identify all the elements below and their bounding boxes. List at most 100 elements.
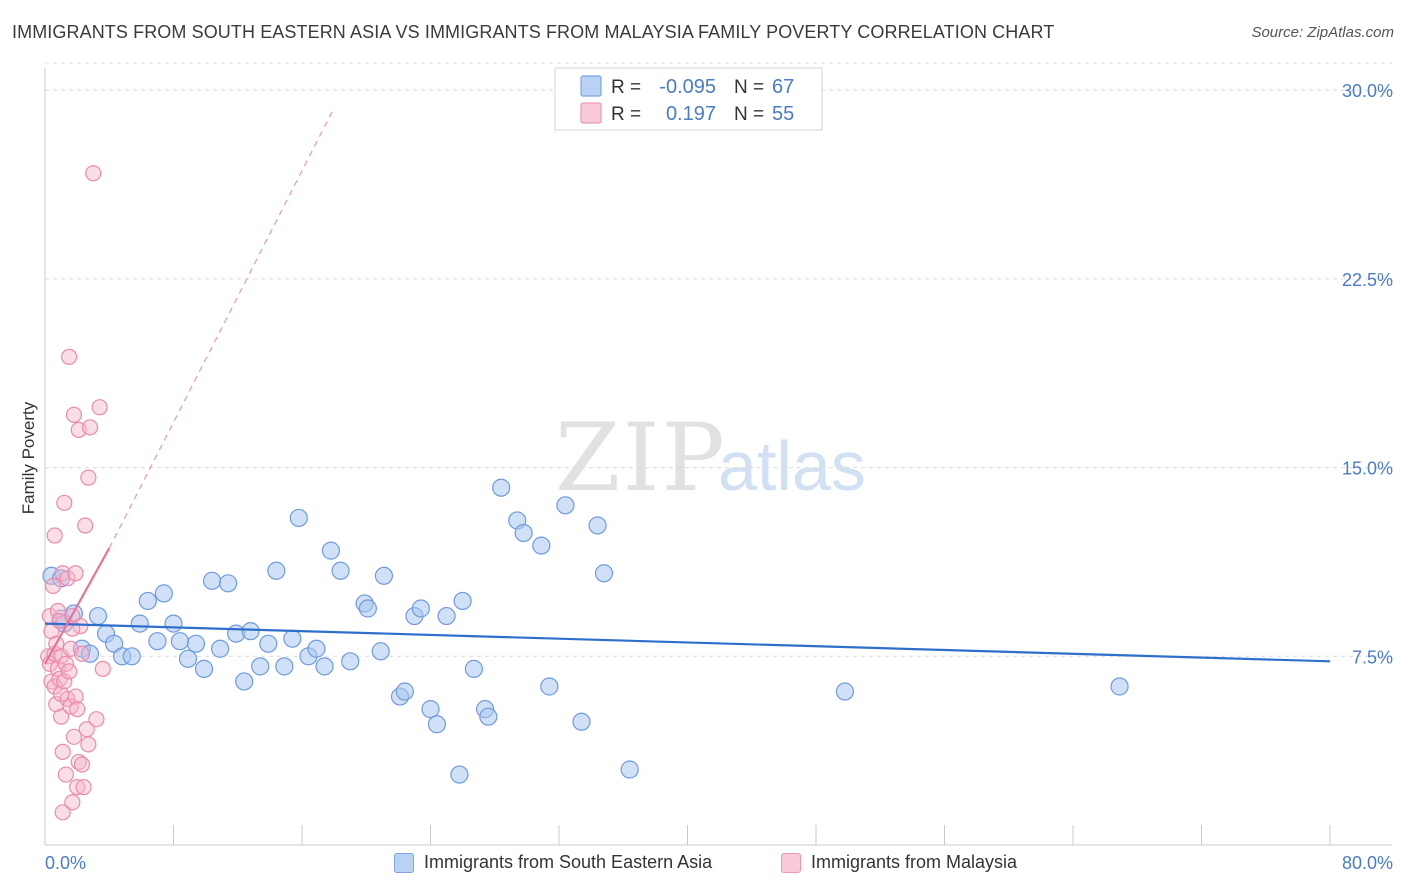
data-point-blue bbox=[138, 591, 157, 611]
data-point-blue bbox=[275, 657, 294, 676]
data-point-blue bbox=[307, 639, 326, 658]
data-point-pink bbox=[52, 708, 70, 725]
stats-n-label: N = bbox=[734, 104, 764, 125]
y-axis-label: Family Poverty bbox=[19, 401, 38, 514]
data-point-blue bbox=[122, 647, 141, 666]
data-point-blue bbox=[170, 632, 190, 651]
series-south-eastern-asia bbox=[42, 478, 1129, 784]
data-point-blue bbox=[594, 564, 614, 583]
legend-item-south-eastern-asia[interactable]: Immigrants from South Eastern Asia bbox=[394, 852, 712, 873]
data-point-pink bbox=[69, 701, 86, 718]
stats-r-label: R = bbox=[611, 104, 641, 125]
data-point-blue bbox=[371, 642, 390, 661]
data-point-pink bbox=[80, 736, 97, 753]
stats-r-value: -0.095 bbox=[659, 76, 716, 98]
data-point-pink bbox=[44, 577, 62, 594]
data-point-blue bbox=[427, 715, 447, 734]
y-tick-label: 22.5% bbox=[1342, 270, 1393, 290]
data-point-pink bbox=[69, 779, 86, 796]
data-point-pink bbox=[54, 804, 71, 821]
legend-swatch-pink bbox=[781, 852, 801, 873]
stats-legend: R = -0.095 N = 67 R = 0.197 N = 55 bbox=[554, 67, 823, 131]
data-point-blue bbox=[210, 639, 230, 658]
stats-n-value: 55 bbox=[772, 103, 794, 125]
data-point-pink bbox=[81, 419, 99, 436]
x-tick-label-min: 0.0% bbox=[45, 853, 86, 873]
legend-item-malaysia[interactable]: Immigrants from Malaysia bbox=[781, 852, 1017, 873]
data-point-pink bbox=[67, 688, 84, 705]
data-point-blue bbox=[219, 574, 238, 593]
data-point-blue bbox=[148, 632, 167, 651]
data-point-pink bbox=[65, 406, 83, 423]
data-point-pink bbox=[57, 766, 74, 783]
data-point-blue bbox=[154, 584, 173, 603]
data-point-pink bbox=[54, 743, 71, 761]
data-point-pink bbox=[60, 348, 78, 365]
data-point-blue bbox=[620, 760, 639, 779]
data-point-blue bbox=[395, 682, 414, 701]
chart-title: IMMIGRANTS FROM SOUTH EASTERN ASIA VS IM… bbox=[12, 22, 1055, 42]
data-point-blue bbox=[289, 508, 308, 528]
data-point-blue bbox=[421, 700, 440, 719]
trend-line-malaysia-extension bbox=[108, 107, 335, 549]
data-point-blue bbox=[437, 606, 456, 626]
data-point-blue bbox=[479, 707, 498, 726]
data-point-blue bbox=[88, 606, 108, 626]
stats-legend-swatch bbox=[580, 75, 602, 97]
data-point-blue bbox=[514, 523, 533, 543]
data-point-pink bbox=[73, 645, 91, 662]
x-tick-label-max: 80.0% bbox=[1342, 853, 1393, 873]
data-point-pink bbox=[77, 517, 94, 534]
stats-r-value: 0.197 bbox=[666, 103, 716, 125]
stats-n-value: 67 bbox=[772, 76, 794, 98]
data-point-blue bbox=[450, 765, 469, 784]
series-malaysia bbox=[40, 165, 111, 821]
data-point-blue bbox=[374, 566, 394, 585]
bottom-legend: Immigrants from South Eastern Asia Immig… bbox=[0, 852, 1406, 878]
data-point-blue bbox=[1110, 677, 1129, 696]
data-point-blue bbox=[358, 599, 377, 618]
data-point-blue bbox=[540, 677, 559, 696]
data-point-pink bbox=[64, 794, 81, 811]
data-point-pink bbox=[67, 565, 84, 582]
data-point-pink bbox=[46, 527, 63, 544]
data-point-blue bbox=[178, 649, 198, 668]
trend-line-south-eastern-asia bbox=[44, 622, 1331, 663]
data-point-pink bbox=[94, 660, 111, 677]
data-point-blue bbox=[492, 478, 511, 497]
data-point-blue bbox=[835, 682, 855, 701]
data-point-pink bbox=[85, 165, 102, 182]
data-point-blue bbox=[164, 614, 183, 633]
data-point-blue bbox=[341, 652, 360, 671]
legend-label-south-eastern-asia: Immigrants from South Eastern Asia bbox=[424, 852, 713, 872]
data-point-pink bbox=[59, 570, 76, 587]
data-point-blue bbox=[321, 541, 341, 560]
data-point-pink bbox=[62, 698, 79, 715]
data-point-blue bbox=[588, 516, 607, 535]
data-point-pink bbox=[73, 756, 91, 773]
data-point-blue bbox=[267, 561, 286, 580]
data-point-blue bbox=[315, 657, 334, 676]
data-point-pink bbox=[49, 602, 66, 620]
data-point-blue bbox=[283, 629, 302, 648]
watermark-zip: ZIP bbox=[555, 404, 727, 513]
data-point-blue bbox=[235, 672, 254, 691]
data-point-pink bbox=[60, 663, 78, 680]
stats-legend-swatch bbox=[580, 102, 602, 124]
data-point-blue bbox=[251, 657, 270, 676]
data-point-pink bbox=[91, 399, 108, 416]
trend-line-malaysia bbox=[44, 547, 111, 665]
data-point-blue bbox=[130, 614, 149, 633]
data-point-blue bbox=[556, 496, 575, 515]
data-point-blue bbox=[572, 712, 591, 731]
data-point-pink bbox=[80, 469, 97, 486]
stats-n-label: N = bbox=[734, 77, 764, 98]
data-point-blue bbox=[194, 659, 214, 678]
source-credit: Source: ZipAtlas.com bbox=[1251, 24, 1394, 41]
y-tick-label: 7.5% bbox=[1352, 647, 1393, 667]
data-point-pink bbox=[56, 673, 73, 690]
data-point-blue bbox=[186, 634, 206, 653]
data-point-pink bbox=[75, 779, 92, 796]
legend-label-malaysia: Immigrants from Malaysia bbox=[811, 852, 1018, 872]
